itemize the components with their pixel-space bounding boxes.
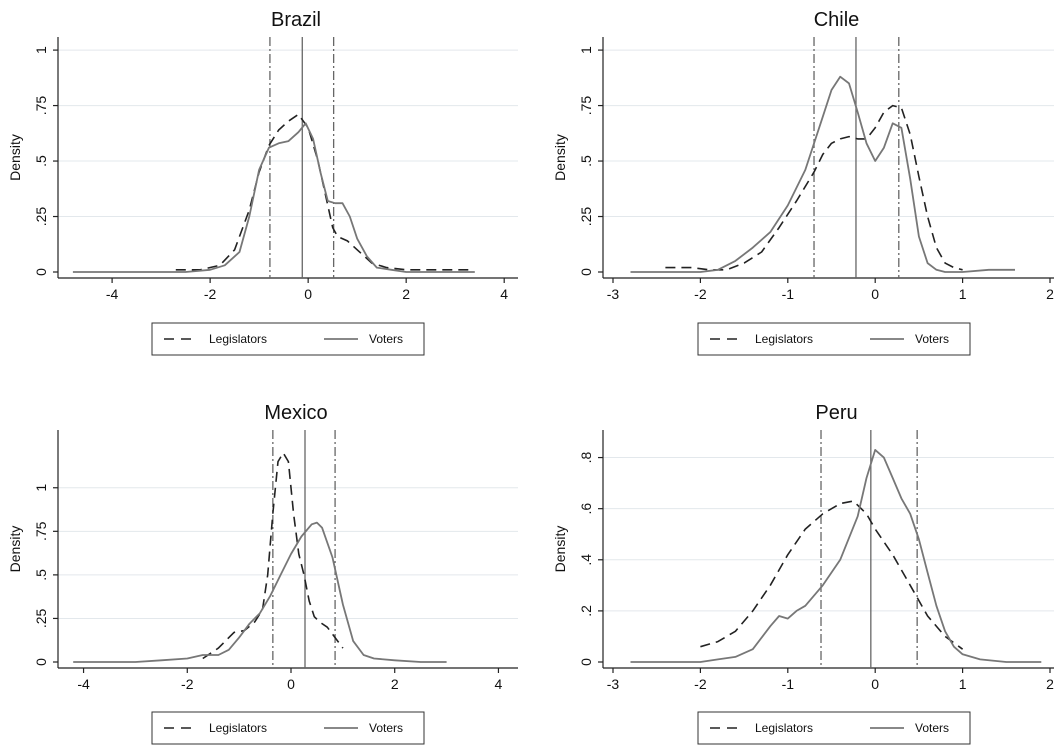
y-tick-label: .8: [578, 452, 594, 464]
chart-title: Chile: [814, 9, 860, 31]
series-line-voters: [630, 75, 1015, 273]
legend-box: [151, 322, 425, 356]
x-tick-label: -4: [106, 286, 119, 302]
y-tick-label: .25: [33, 207, 49, 227]
y-tick-label: 1: [33, 484, 49, 492]
legend-label-legislators: Legislators: [209, 721, 267, 735]
y-tick-label: .6: [578, 503, 594, 515]
y-tick-label: 0: [33, 658, 49, 666]
x-tick-label: 2: [402, 286, 410, 302]
legend-label-legislators: Legislators: [755, 721, 813, 735]
y-tick-label: .25: [33, 608, 49, 628]
y-tick-label: .2: [578, 605, 594, 617]
x-tick-label: 4: [500, 286, 508, 302]
x-tick-label: -2: [694, 286, 707, 302]
y-tick-label: .75: [33, 96, 49, 116]
x-tick-label: 1: [959, 286, 967, 302]
legend-label-voters: Voters: [369, 721, 403, 735]
legend-label-voters: Voters: [915, 721, 949, 735]
x-tick-label: -2: [694, 676, 707, 692]
x-tick-label: -4: [77, 676, 90, 692]
x-tick-label: -3: [607, 286, 620, 302]
chart-panel-brazil: 0 .25 .5 .75 1 -4 -2 0 2 4 Brazil Density Legislator…: [7, 9, 518, 356]
legend: Legislators Voters: [697, 711, 971, 745]
x-tick-label: 4: [495, 676, 503, 692]
x-tick-label: 2: [391, 676, 399, 692]
x-tick-label: 2: [1046, 286, 1054, 302]
y-tick-label: .5: [33, 569, 49, 581]
series-line-legislators: [665, 104, 963, 271]
legend: Legislators Voters: [697, 322, 971, 356]
chart-panel-chile: 0 .25 .5 .75 1 -3 -2 -1 0 1 2 Chile Density Legislato…: [552, 9, 1054, 356]
chart-title: Mexico: [264, 402, 327, 424]
legend-box: [151, 711, 425, 745]
x-tick-label: 0: [287, 676, 295, 692]
y-axis-label: Density: [552, 134, 568, 181]
legend: Legislators Voters: [151, 322, 425, 356]
x-tick-label: -1: [782, 676, 795, 692]
y-tick-label: .4: [578, 554, 594, 566]
y-tick-label: .5: [33, 155, 49, 167]
legend-label-legislators: Legislators: [209, 332, 267, 346]
y-tick-label: 1: [33, 46, 49, 54]
x-tick-label: 1: [959, 676, 967, 692]
x-tick-label: -1: [782, 286, 795, 302]
legend-box: [697, 322, 971, 356]
x-tick-label: -2: [181, 676, 194, 692]
x-tick-label: -2: [204, 286, 217, 302]
x-tick-label: -3: [607, 676, 620, 692]
chart-title: Brazil: [271, 9, 321, 31]
legend-label-voters: Voters: [369, 332, 403, 346]
y-tick-label: 1: [578, 46, 594, 54]
x-tick-label: 0: [871, 676, 879, 692]
legend-box: [697, 711, 971, 745]
x-tick-label: 2: [1046, 676, 1054, 692]
chart-title: Peru: [815, 402, 857, 424]
series-line-voters: [630, 449, 1042, 663]
series-line-legislators: [700, 500, 964, 650]
series-line-voters: [72, 122, 475, 273]
chart-panel-peru: 0 .2 .4 .6 .8 -3 -2 -1 0 1 2 Peru Density Legislators…: [552, 402, 1054, 745]
legend-label-voters: Voters: [915, 332, 949, 346]
y-axis-label: Density: [552, 526, 568, 573]
series-line-legislators: [175, 113, 470, 271]
series-line-voters: [73, 521, 447, 663]
y-axis-label: Density: [7, 526, 23, 573]
x-tick-label: 0: [304, 286, 312, 302]
y-tick-label: 0: [578, 658, 594, 666]
y-tick-label: .75: [578, 96, 594, 116]
y-tick-label: .25: [578, 207, 594, 227]
y-axis-label: Density: [7, 134, 23, 181]
legend-label-legislators: Legislators: [755, 332, 813, 346]
y-tick-label: 0: [33, 268, 49, 276]
y-tick-label: 0: [578, 268, 594, 276]
y-tick-label: .5: [578, 155, 594, 167]
y-tick-label: .75: [33, 521, 49, 541]
x-tick-label: 0: [871, 286, 879, 302]
chart-panel-mexico: 0 .25 .5 .75 1 -4 -2 0 2 4 Mexico Density Legislator…: [7, 402, 518, 745]
legend: Legislators Voters: [151, 711, 425, 745]
